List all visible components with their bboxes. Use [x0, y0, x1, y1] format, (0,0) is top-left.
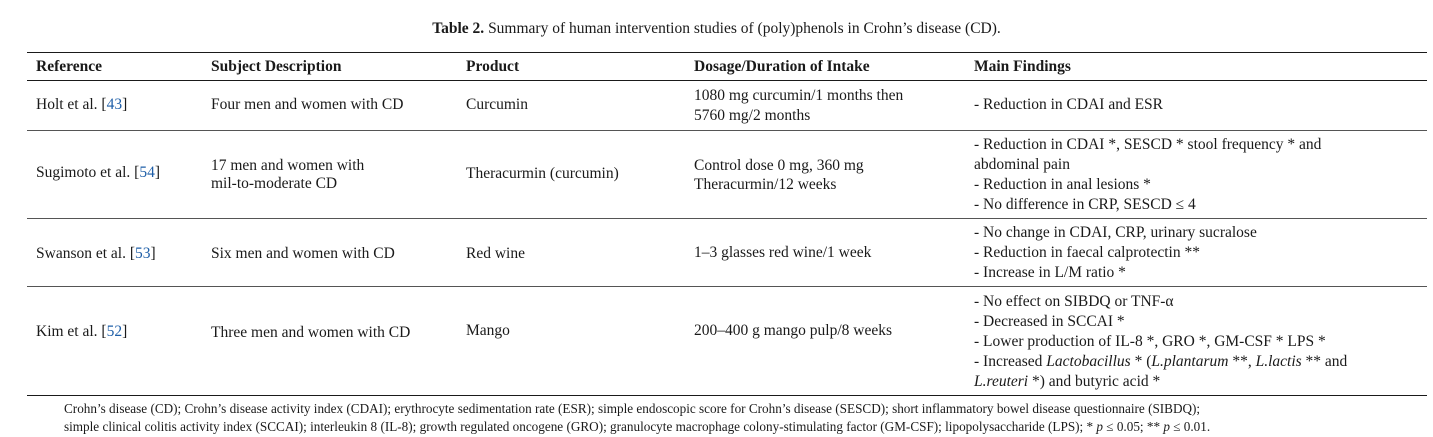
row-divider [27, 130, 1427, 131]
product-cell: Mango [466, 322, 510, 339]
dosage-cell-line: 1080 mg curcumin/1 months then [694, 87, 904, 104]
species-name: L.lactis [1255, 353, 1302, 370]
ref-bracket: ] [122, 323, 128, 340]
findings-line: - No effect on SIBDQ or TNF-α [974, 293, 1174, 310]
footnote-text: ≤ 0.05; ** [1103, 419, 1164, 434]
p-symbol: p [1163, 419, 1170, 434]
footnote-text: simple clinical colitis activity index (… [64, 419, 1097, 434]
row-divider [27, 218, 1427, 219]
p-symbol: p [1096, 419, 1103, 434]
species-name: L.plantarum [1151, 353, 1229, 370]
citation-link[interactable]: 43 [106, 96, 123, 113]
findings-line: - Reduction in anal lesions * [974, 176, 1151, 193]
bottom-rule [27, 395, 1427, 397]
findings-text: **, [1228, 353, 1256, 370]
reference-cell: Swanson et al. [53] [36, 244, 156, 264]
findings-line: - Reduction in faecal calprotectin ** [974, 244, 1200, 261]
dosage-cell-line: 5760 mg/2 months [694, 107, 811, 124]
footnote-text: ≤ 0.01. [1169, 419, 1211, 434]
findings-line: - Increased Lactobacillus * (L.plantarum… [974, 352, 1347, 372]
product-cell: Curcumin [466, 96, 528, 113]
species-name: Lactobacillus [1046, 353, 1131, 370]
dosage-cell-line: Theracurmin/12 weeks [694, 176, 837, 193]
ref-author: Kim et al. [ [36, 323, 107, 340]
subject-cell: Six men and women with CD [211, 245, 395, 262]
findings-text: ** and [1301, 353, 1348, 370]
findings-line: - Lower production of IL-8 *, GRO *, GM-… [974, 333, 1326, 350]
citation-link[interactable]: 52 [106, 323, 123, 340]
product-cell: Red wine [466, 245, 525, 262]
reference-cell: Sugimoto et al. [54] [36, 163, 160, 183]
findings-line: - Reduction in CDAI *, SESCD * stool fre… [974, 136, 1322, 153]
findings-line: - No change in CDAI, CRP, urinary sucral… [974, 224, 1257, 241]
species-name: L.reuteri [974, 373, 1029, 390]
dosage-cell: 1–3 glasses red wine/1 week [694, 244, 872, 261]
subject-cell: Four men and women with CD [211, 96, 404, 113]
row-divider [27, 286, 1427, 287]
findings-line: - Decreased in SCCAI * [974, 313, 1125, 330]
top-rule [27, 52, 1427, 54]
header-reference: Reference [36, 58, 102, 75]
header-findings: Main Findings [974, 58, 1071, 75]
caption-label: Table 2. [432, 20, 485, 37]
ref-author: Sugimoto et al. [ [36, 164, 140, 181]
footnote-line: Crohn’s disease (CD); Crohn’s disease ac… [64, 401, 1201, 416]
findings-line: - Reduction in CDAI and ESR [974, 96, 1163, 113]
header-rule [27, 80, 1427, 81]
ref-author: Holt et al. [ [36, 96, 107, 113]
product-cell: Theracurmin (curcumin) [466, 165, 619, 182]
ref-bracket: ] [122, 96, 128, 113]
subject-cell: Three men and women with CD [211, 324, 411, 341]
findings-line: abdominal pain [974, 156, 1070, 173]
header-dosage: Dosage/Duration of Intake [694, 58, 870, 75]
header-product: Product [466, 58, 520, 75]
header-subject: Subject Description [211, 58, 342, 75]
findings-line: - Increase in L/M ratio * [974, 264, 1126, 281]
findings-text: * ( [1130, 353, 1152, 370]
table-caption: Table 2. Summary of human intervention s… [0, 19, 1433, 39]
ref-bracket: ] [150, 245, 156, 262]
dosage-cell: 200–400 g mango pulp/8 weeks [694, 322, 893, 339]
citation-link[interactable]: 53 [135, 245, 151, 262]
dosage-cell-line: Control dose 0 mg, 360 mg [694, 157, 864, 174]
subject-cell-line: 17 men and women with [211, 157, 365, 174]
subject-cell-line: mil-to-moderate CD [211, 175, 338, 192]
findings-line: - No difference in CRP, SESCD ≤ 4 [974, 196, 1196, 213]
ref-author: Swanson et al. [ [36, 245, 136, 262]
reference-cell: Holt et al. [43] [36, 95, 127, 115]
caption-text: Summary of human intervention studies of… [484, 20, 1001, 37]
reference-cell: Kim et al. [52] [36, 322, 127, 342]
findings-text: - Increased [974, 353, 1047, 370]
findings-text: *) and butyric acid * [1028, 373, 1161, 390]
citation-link[interactable]: 54 [139, 164, 155, 181]
footnote-line: simple clinical colitis activity index (… [64, 418, 1414, 436]
ref-bracket: ] [154, 164, 160, 181]
findings-line: L.reuteri *) and butyric acid * [974, 372, 1160, 392]
